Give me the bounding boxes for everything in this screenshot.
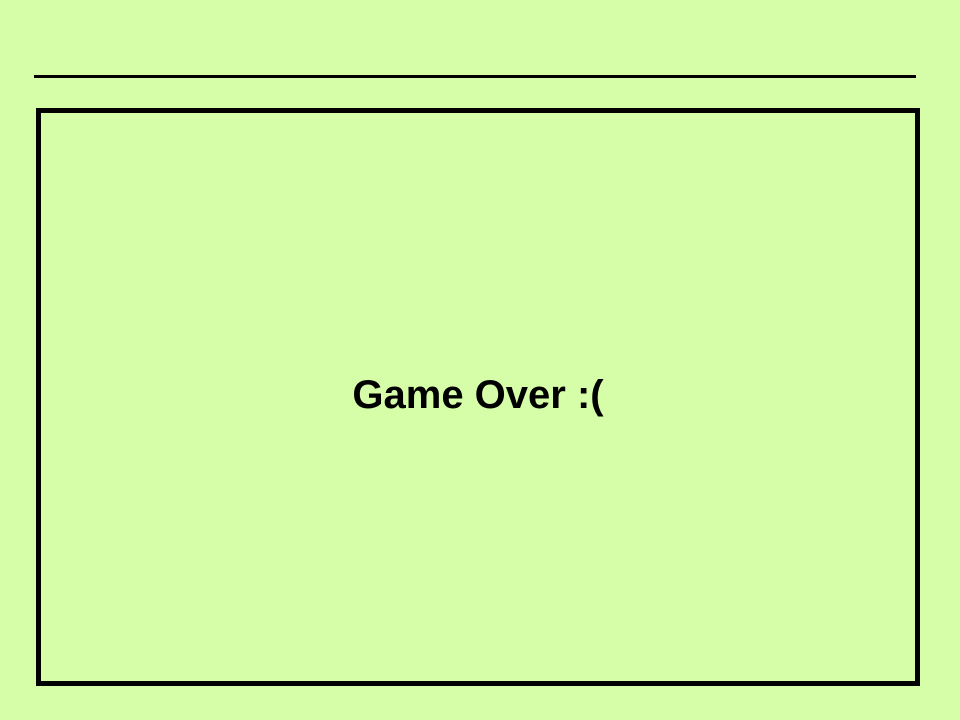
game-over-message: Game Over :( bbox=[352, 373, 604, 417]
score-divider-line bbox=[34, 75, 916, 78]
game-board: Game Over :( bbox=[36, 108, 920, 686]
